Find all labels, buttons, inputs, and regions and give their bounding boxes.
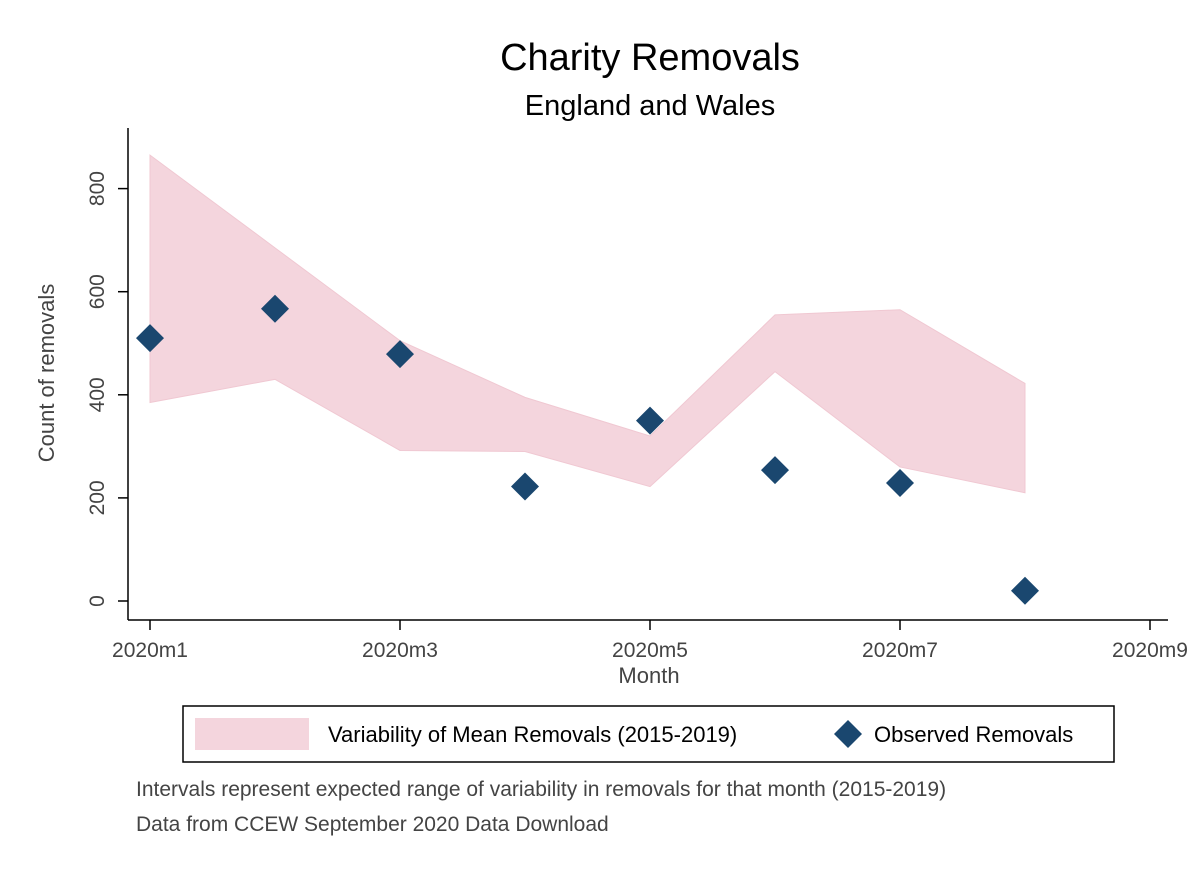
x-tick-label-2020m1: 2020m1 xyxy=(112,639,188,662)
legend-box xyxy=(182,705,1115,763)
variability-band xyxy=(149,154,1026,494)
observed-point-2020m7 xyxy=(886,468,914,497)
observed-point-2020m6 xyxy=(761,456,789,485)
observed-point-2020m4 xyxy=(511,472,539,501)
x-tick-label-2020m9: 2020m9 xyxy=(1112,639,1188,662)
chart-note-1: Intervals represent expected range of va… xyxy=(136,778,946,801)
legend-label-variability: Variability of Mean Removals (2015-2019) xyxy=(328,722,737,747)
observed-point-2020m8 xyxy=(1011,576,1039,605)
plot-area xyxy=(136,154,1039,605)
y-tick-label-800: 800 xyxy=(86,171,109,206)
x-axis-label: Month xyxy=(618,663,679,688)
observed-point-2020m3 xyxy=(386,340,414,369)
x-tick-label-2020m3: 2020m3 xyxy=(362,639,438,662)
observed-point-2020m2 xyxy=(261,294,289,323)
legend-swatch-observed xyxy=(834,720,862,748)
y-tick-label-0: 0 xyxy=(86,595,109,607)
legend-swatch-variability xyxy=(195,718,309,750)
y-axis-label: Count of removals xyxy=(34,284,59,463)
y-axis-ticks: 0 200 400 600 800 xyxy=(86,171,128,607)
observed-markers xyxy=(136,294,1039,605)
x-axis-ticks: 2020m1 2020m3 2020m5 2020m7 2020m9 xyxy=(112,620,1188,662)
y-tick-label-400: 400 xyxy=(86,377,109,412)
chart-title: Charity Removals xyxy=(500,37,800,79)
legend: Variability of Mean Removals (2015-2019)… xyxy=(182,705,1115,763)
legend-label-observed: Observed Removals xyxy=(874,722,1073,747)
x-tick-label-2020m7: 2020m7 xyxy=(862,639,938,662)
y-tick-label-600: 600 xyxy=(86,274,109,309)
x-tick-label-2020m5: 2020m5 xyxy=(612,639,688,662)
observed-point-2020m5 xyxy=(636,406,664,435)
chart-subtitle: England and Wales xyxy=(525,90,775,122)
y-tick-label-200: 200 xyxy=(86,480,109,515)
chart-note-2: Data from CCEW September 2020 Data Downl… xyxy=(136,813,609,836)
observed-point-2020m1 xyxy=(136,324,164,353)
